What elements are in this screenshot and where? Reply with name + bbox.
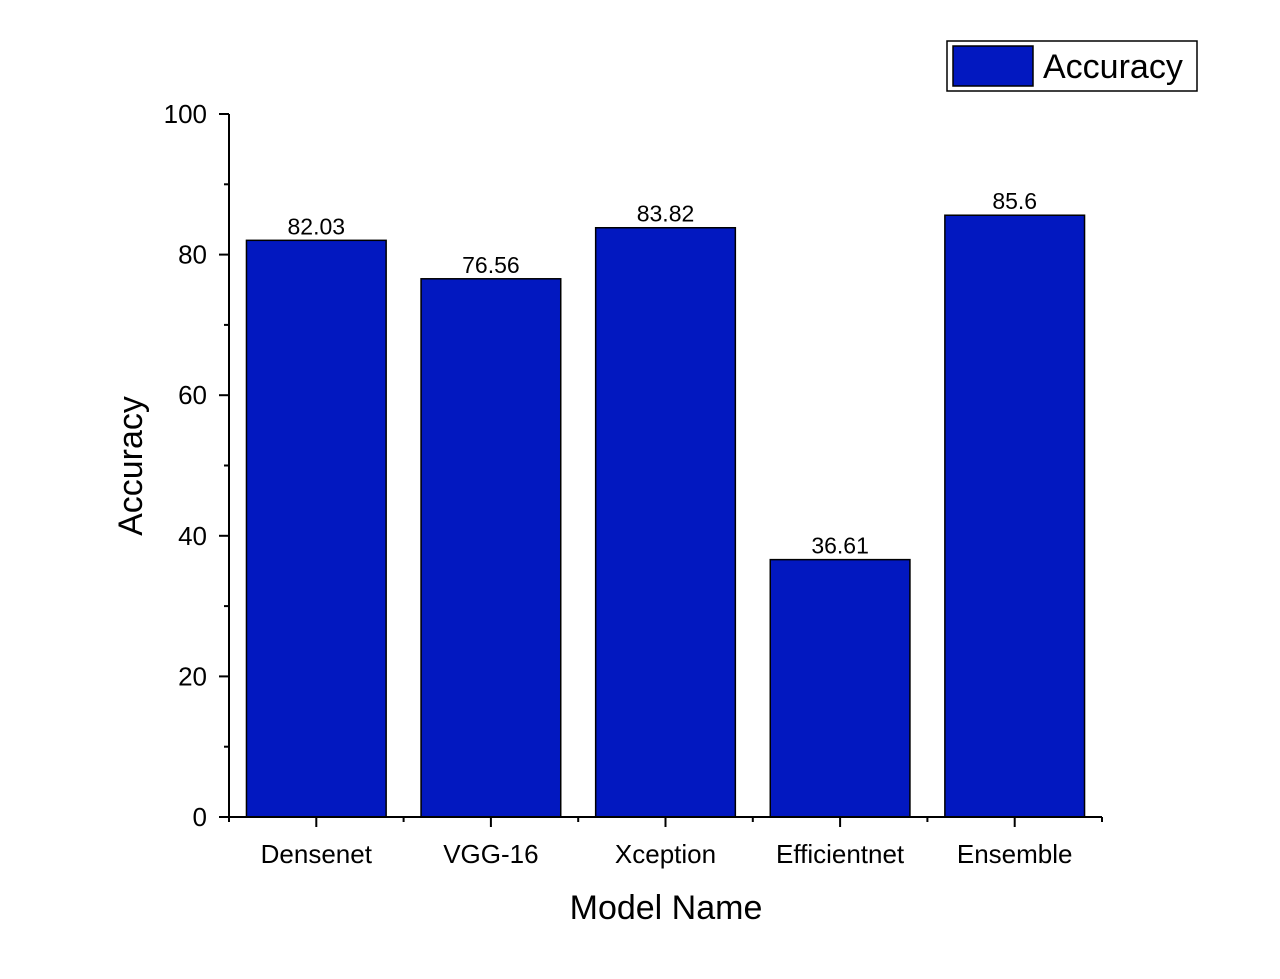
y-tick-label: 0: [193, 802, 207, 832]
bar-value-label: 76.56: [462, 252, 520, 278]
y-tick-label: 60: [178, 380, 207, 410]
labels-layer: 0 20 40 60 80 100 Densenet 82.03 VGG-16 76.56 Xcep…: [164, 99, 1073, 869]
bar-value-label: 83.82: [637, 201, 695, 227]
x-tick-label: Ensemble: [957, 839, 1073, 869]
bar-ensemble: [944, 214, 1086, 818]
bar-value-label: 85.6: [992, 188, 1037, 214]
y-tick-label: 80: [178, 240, 207, 270]
bar-vgg-16: [420, 278, 562, 818]
ticks-layer: [219, 113, 1103, 827]
x-tick-label: VGG-16: [443, 839, 538, 869]
bar-efficientnet: [769, 558, 911, 818]
y-tick-label: 20: [178, 661, 207, 691]
bar-value-label: 36.61: [811, 533, 869, 559]
x-axis-title: Model Name: [570, 889, 763, 927]
y-tick-label: 40: [178, 521, 207, 551]
legend-swatch: [952, 45, 1034, 87]
x-tick-label: Densenet: [261, 839, 373, 869]
legend-label: Accuracy: [1043, 48, 1183, 86]
bar-xception: [594, 226, 737, 818]
bar-densenet: [245, 239, 387, 818]
bar-value-label: 82.03: [288, 213, 346, 239]
x-tick-label: Xception: [615, 839, 716, 869]
y-tick-label: 100: [164, 99, 207, 129]
x-tick-label: Efficientnet: [776, 839, 905, 869]
legend: Accuracy: [946, 40, 1198, 92]
y-axis-title: Accuracy: [112, 396, 150, 536]
bars-layer: [245, 214, 1086, 818]
